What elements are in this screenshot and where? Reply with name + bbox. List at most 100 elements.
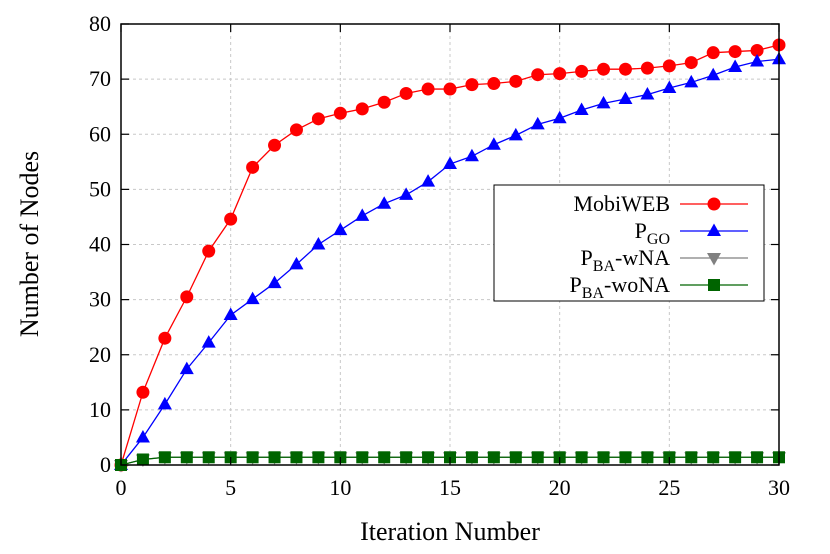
- data-point: [728, 59, 743, 72]
- x-tick-label: 5: [225, 475, 236, 500]
- y-tick-label: 50: [89, 176, 111, 201]
- data-point: [311, 112, 325, 126]
- legend-item: PBA-woNA: [570, 272, 748, 302]
- data-point: [751, 451, 764, 464]
- data-point: [684, 56, 698, 70]
- data-point: [662, 59, 676, 73]
- data-point: [333, 106, 347, 120]
- y-tick-label: 20: [89, 342, 111, 367]
- data-point: [268, 138, 282, 152]
- axis-ticks: 0 10 20 30 40 50 60 70 80 0 5 10 15 20 25 30: [89, 11, 790, 500]
- series-layer: [114, 38, 786, 473]
- data-point: [355, 208, 370, 221]
- legend-label: MobiWEB: [573, 191, 670, 216]
- x-tick-label: 25: [658, 475, 680, 500]
- data-point: [136, 453, 149, 466]
- data-point: [312, 451, 325, 464]
- data-point: [552, 110, 567, 124]
- data-point: [487, 451, 500, 464]
- data-point: [400, 451, 413, 464]
- data-point: [750, 53, 765, 67]
- data-point: [641, 451, 654, 464]
- y-tick-label: 0: [100, 452, 111, 477]
- data-point: [180, 451, 193, 464]
- data-point: [706, 46, 720, 60]
- data-point: [531, 68, 545, 82]
- data-point: [267, 275, 282, 289]
- data-point: [158, 331, 172, 345]
- data-point: [685, 451, 698, 464]
- data-point: [662, 80, 677, 93]
- data-point: [135, 429, 150, 443]
- data-point: [356, 451, 369, 464]
- data-point: [509, 74, 523, 88]
- legend-marker: [707, 253, 721, 266]
- data-point: [574, 102, 589, 115]
- data-point: [136, 385, 150, 399]
- data-point: [378, 451, 391, 464]
- x-tick-label: 30: [768, 475, 790, 500]
- data-point: [597, 62, 611, 76]
- data-point: [158, 451, 171, 464]
- data-point: [421, 82, 435, 96]
- data-point: [707, 451, 720, 464]
- data-point: [421, 174, 436, 187]
- x-tick-label: 10: [329, 475, 351, 500]
- y-tick-label: 40: [89, 232, 111, 257]
- data-point: [246, 451, 259, 464]
- data-point: [729, 451, 742, 464]
- data-point: [443, 82, 457, 96]
- legend-marker: [707, 197, 721, 211]
- series-pba-wona: [115, 451, 785, 471]
- data-point: [223, 307, 238, 321]
- data-point: [728, 45, 742, 59]
- data-point: [750, 43, 764, 57]
- y-tick-label: 80: [89, 11, 111, 36]
- data-point: [487, 77, 501, 91]
- legend-marker: [707, 223, 721, 236]
- data-point: [597, 451, 610, 464]
- data-point: [422, 451, 435, 464]
- data-point: [464, 148, 479, 162]
- x-tick-label: 15: [439, 475, 461, 500]
- legend-item: MobiWEB: [573, 191, 748, 216]
- y-tick-label: 60: [89, 121, 111, 146]
- data-point: [268, 451, 281, 464]
- data-point: [684, 74, 699, 88]
- data-point: [619, 451, 632, 464]
- data-point: [443, 156, 457, 170]
- data-point: [224, 212, 238, 226]
- x-axis-label: Iteration Number: [360, 517, 540, 546]
- data-point: [245, 291, 260, 305]
- y-tick-label: 70: [89, 66, 111, 91]
- data-point: [486, 137, 501, 150]
- data-point: [157, 396, 172, 410]
- data-point: [531, 451, 544, 464]
- data-point: [180, 290, 194, 304]
- data-point: [640, 87, 655, 100]
- legend-marker: [708, 279, 720, 291]
- data-point: [640, 61, 654, 75]
- data-point: [399, 187, 414, 200]
- data-point: [553, 67, 567, 81]
- x-tick-label: 0: [116, 475, 127, 500]
- data-point: [333, 222, 348, 236]
- data-point: [465, 78, 479, 92]
- data-point: [399, 86, 413, 100]
- data-point: [290, 451, 303, 464]
- data-point: [201, 335, 216, 348]
- data-point: [465, 451, 478, 464]
- data-point: [575, 451, 588, 464]
- data-point: [289, 256, 304, 270]
- y-tick-label: 10: [89, 397, 111, 422]
- data-point: [355, 102, 369, 116]
- legend-item: PBA-wNA: [581, 245, 748, 275]
- data-point: [618, 91, 633, 104]
- data-point: [202, 451, 215, 464]
- data-point: [596, 95, 611, 109]
- series-pgo: [114, 51, 786, 470]
- data-point: [509, 451, 522, 464]
- legend-label: PGO: [635, 218, 670, 248]
- data-point: [706, 67, 721, 81]
